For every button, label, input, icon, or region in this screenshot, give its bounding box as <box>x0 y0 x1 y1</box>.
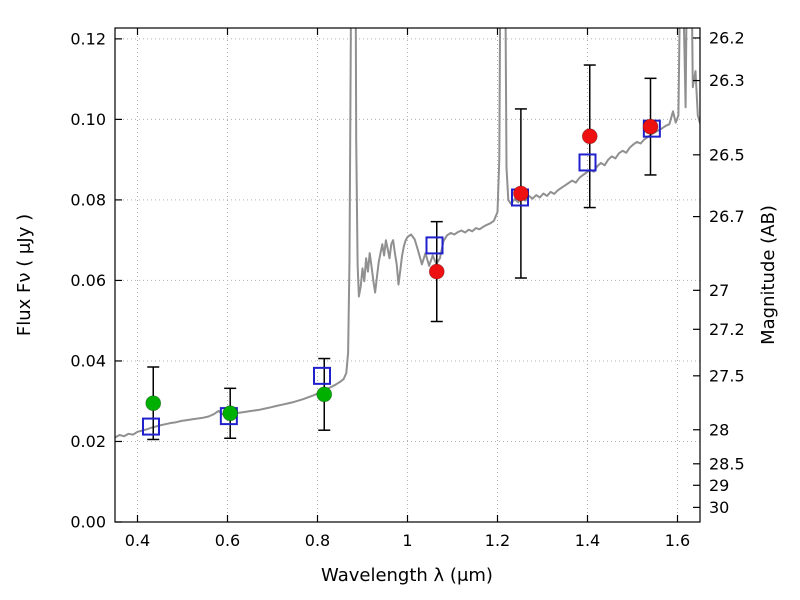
y-right-tick-label: 26.2 <box>709 28 745 47</box>
model-spectrum <box>115 28 700 439</box>
y-left-tick-label: 0.12 <box>70 29 106 48</box>
y-right-tick-label: 29 <box>709 476 729 495</box>
y-left-tick-label: 0.06 <box>70 271 106 290</box>
y-left-tick-label: 0.04 <box>70 351 106 370</box>
y-right-tick-label: 30 <box>709 498 729 517</box>
tick-labels: 0.4 0.6 0.8 1 1.2 1.4 1.6 0.00 0.02 0.04 0.06 0.08 0… <box>70 28 744 550</box>
y-right-tick-label: 26.5 <box>709 145 745 164</box>
observed-photometry-point <box>642 118 659 135</box>
observed-photometry-point <box>222 405 239 422</box>
y-left-tick-label: 0.00 <box>70 513 106 532</box>
plot-border <box>114 27 701 523</box>
y-right-tick-label: 28 <box>709 420 729 439</box>
observed-photometry-point <box>145 395 162 412</box>
y-left-tick-label: 0.08 <box>70 190 106 209</box>
y-right-tick-label: 27 <box>709 281 729 300</box>
model-photometry-point <box>142 417 160 436</box>
grid-lines <box>115 28 700 522</box>
x-tick-label: 0.8 <box>305 531 330 550</box>
observed-photometry-point <box>513 185 529 202</box>
x-tick-label: 0.6 <box>215 531 240 550</box>
observed-photometry-optical-markers <box>145 386 333 422</box>
x-tick-label: 1.2 <box>485 531 510 550</box>
axis-ticks <box>115 28 700 523</box>
y-left-tick-label: 0.10 <box>70 110 106 129</box>
chart-render-root: 0.4 0.6 0.8 1 1.2 1.4 1.6 0.00 0.02 0.04 0.06 0.08 0… <box>70 27 745 550</box>
x-tick-label: 1.4 <box>575 531 600 550</box>
observed-photometry-infrared-markers <box>428 118 659 280</box>
y-right-tick-label: 27.2 <box>709 320 745 339</box>
observed-photometry-point <box>316 386 333 403</box>
observed-photometry-point <box>428 263 445 280</box>
y-right-tick-label: 27.5 <box>709 366 745 385</box>
observed-photometry-point <box>581 128 598 145</box>
y-axis-label-right: Magnitude (AB) <box>758 205 779 345</box>
x-tick-label: 1 <box>402 531 412 550</box>
x-axis-label: Wavelength λ (μm) <box>321 565 493 586</box>
y-axis-label-left: Flux Fν ( μJy ) <box>14 214 35 336</box>
model-photometry-point <box>425 236 444 255</box>
x-tick-label: 1.6 <box>665 531 690 550</box>
x-tick-label: 0.4 <box>125 531 150 550</box>
model-photometry-point <box>313 366 331 385</box>
y-right-tick-label: 26.7 <box>709 207 745 226</box>
model-photometry-point <box>578 153 597 172</box>
model-photometry-markers <box>142 119 661 436</box>
y-right-tick-label: 26.3 <box>709 71 745 90</box>
y-left-tick-label: 0.02 <box>70 432 106 451</box>
y-right-tick-label: 28.5 <box>709 454 745 473</box>
